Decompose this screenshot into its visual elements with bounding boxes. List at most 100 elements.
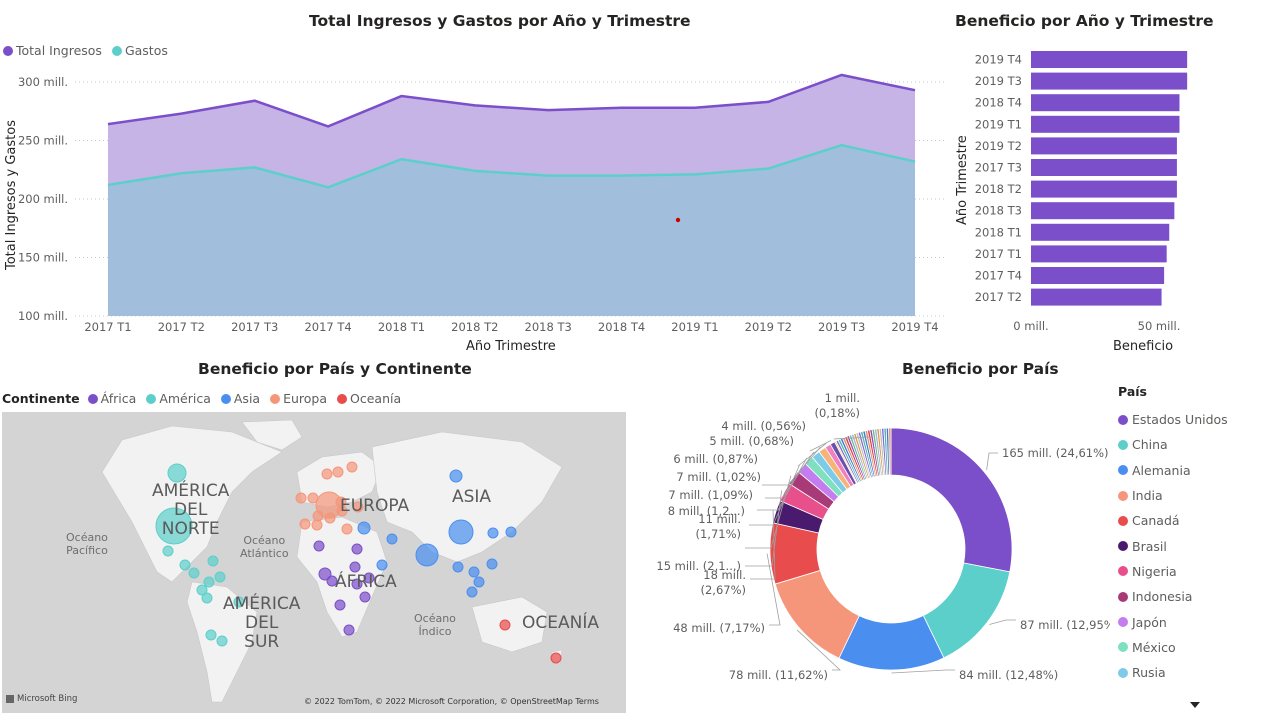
legend-item[interactable]: China xyxy=(1118,432,1228,457)
label-north-america: AMÉRICA DEL NORTE xyxy=(152,481,230,539)
map-bubble xyxy=(313,540,325,552)
label-africa: ÁFRICA xyxy=(335,572,397,592)
bar xyxy=(1031,267,1165,284)
map-bubble xyxy=(487,527,499,539)
x-tick-label: 2019 T4 xyxy=(891,320,938,334)
map-bubble xyxy=(299,518,311,530)
label-atlantic-ocean: Océano Atlántico xyxy=(240,534,289,560)
map-bubble xyxy=(357,521,371,535)
legend-item[interactable]: Japón xyxy=(1118,609,1228,634)
legend-item-asia[interactable]: Asia xyxy=(220,391,260,406)
map-bubble xyxy=(359,591,371,603)
data-label: 87 mill. (12,95%) xyxy=(1020,618,1110,632)
bar xyxy=(1031,180,1177,198)
line-gastos xyxy=(107,143,916,189)
bar-category-label: 2017 T1 xyxy=(975,247,1022,261)
legend-label: África xyxy=(100,391,137,406)
legend-item[interactable]: Alemania xyxy=(1118,458,1228,483)
x-tick-label: 2019 T3 xyxy=(818,320,865,334)
map-bubble xyxy=(349,561,361,573)
legend-scroll-down-icon[interactable] xyxy=(1190,702,1200,708)
x-tick-label: 2018 T3 xyxy=(525,320,572,334)
x-tick-label: 2017 T3 xyxy=(231,320,278,334)
legend-marker-icon xyxy=(337,393,348,404)
data-label: 48 mill. (7,17%) xyxy=(673,621,765,635)
x-tick-label: 0 mill. xyxy=(1013,319,1048,333)
map-bubble xyxy=(332,466,344,478)
y-tick-label: 200 mill. xyxy=(18,192,68,206)
map-bubble xyxy=(335,496,347,508)
map-bubble xyxy=(207,555,219,567)
legend-label: Oceanía xyxy=(350,391,402,406)
legend-item-oceania[interactable]: Oceanía xyxy=(337,391,401,406)
leader-line xyxy=(762,446,821,486)
legend-marker-icon xyxy=(220,393,231,404)
legend-item-ingresos[interactable]: Total Ingresos xyxy=(3,43,102,58)
leader-line xyxy=(986,452,998,471)
line-ingresos xyxy=(107,73,916,128)
bar xyxy=(1031,72,1188,90)
data-label: 78 mill. (11,62%) xyxy=(729,668,828,682)
leader-line xyxy=(745,490,783,567)
world-map[interactable]: AMÉRICA DEL NORTE EUROPA ASIA ÁFRICA AMÉRI… xyxy=(2,412,626,713)
legend-title: País xyxy=(1118,384,1147,399)
legend-item[interactable]: Brasil xyxy=(1118,533,1228,558)
legend-item-africa[interactable]: África xyxy=(87,391,137,406)
x-tick-label: 50 mill. xyxy=(1138,319,1181,333)
bar-chart-title: Beneficio por Año y Trimestre xyxy=(955,12,1214,30)
legend-title: Continente xyxy=(2,391,80,406)
legend-item[interactable]: Canadá xyxy=(1118,508,1228,533)
area-chart[interactable]: 100 mill. 150 mill. 200 mill. 250 mill. 300 … xyxy=(0,60,960,360)
legend-item-gastos[interactable]: Gastos xyxy=(111,43,168,58)
map-bubble xyxy=(466,586,478,598)
map-bubble xyxy=(341,523,353,535)
x-tick-label: 2017 T4 xyxy=(304,320,351,334)
bar xyxy=(1031,51,1188,68)
map-bubble xyxy=(179,559,191,571)
bar xyxy=(1031,202,1175,220)
legend-item-europa[interactable]: Europa xyxy=(270,391,327,406)
donut-slice-small xyxy=(888,427,892,476)
legend-label: Rusia xyxy=(1132,665,1166,681)
legend-marker-icon xyxy=(1118,490,1128,501)
y-tick-label: 100 mill. xyxy=(18,309,68,323)
leader-line xyxy=(796,629,842,671)
legend-marker-icon xyxy=(1118,439,1128,450)
bar-category-label: 2017 T3 xyxy=(975,161,1022,175)
donut-chart[interactable]: 165 mill. (24,61%) 87 mill. (12,95%) 84 mi… xyxy=(640,380,1110,713)
x-tick-label: 2017 T2 xyxy=(158,320,205,334)
legend-label: Alemania xyxy=(1132,462,1191,478)
x-tick-label: 2019 T2 xyxy=(745,320,792,334)
map-bubble xyxy=(351,543,363,555)
donut-legend: País Estados Unidos China Alemania India Can… xyxy=(1118,384,1228,685)
legend-marker-icon xyxy=(111,45,122,56)
x-tick-label: 2019 T1 xyxy=(671,320,718,334)
map-bubble xyxy=(473,576,485,588)
area-chart-xlabel: Año Trimestre xyxy=(466,339,556,354)
legend-item[interactable]: India xyxy=(1118,483,1228,508)
map-bubble xyxy=(203,576,215,588)
map-attribution[interactable]: © 2022 TomTom, © 2022 Microsoft Corporat… xyxy=(304,697,599,706)
data-label: (0,18%) xyxy=(814,406,860,420)
legend-item[interactable]: México xyxy=(1118,635,1228,660)
x-tick-label: 2018 T4 xyxy=(598,320,645,334)
map-bubble xyxy=(318,567,332,581)
map-bubble xyxy=(214,571,226,583)
legend-item[interactable]: Rusia xyxy=(1118,660,1228,685)
y-tick-label: 150 mill. xyxy=(18,251,68,265)
legend-item[interactable]: Estados Unidos xyxy=(1118,407,1228,432)
legend-marker-icon xyxy=(1118,617,1128,628)
x-tick-label: 2017 T1 xyxy=(84,320,131,334)
legend-item-america[interactable]: América xyxy=(146,391,211,406)
legend-item[interactable]: Nigeria xyxy=(1118,559,1228,584)
leader-line xyxy=(891,669,955,674)
selection-marker xyxy=(675,217,681,223)
leader-line xyxy=(989,619,1016,625)
bar-chart[interactable]: 2019 T4 2019 T3 2018 T4 2019 T1 2019 T2 2017 … xyxy=(970,44,1270,334)
data-label: 5 mill. (0,68%) xyxy=(709,434,794,448)
legend-item[interactable]: Indonesia xyxy=(1118,584,1228,609)
y-tick-label: 250 mill. xyxy=(18,134,68,148)
area-chart-legend: Total Ingresos Gastos xyxy=(3,43,174,58)
bar xyxy=(1031,94,1180,112)
data-label: (1,71%) xyxy=(695,527,741,541)
